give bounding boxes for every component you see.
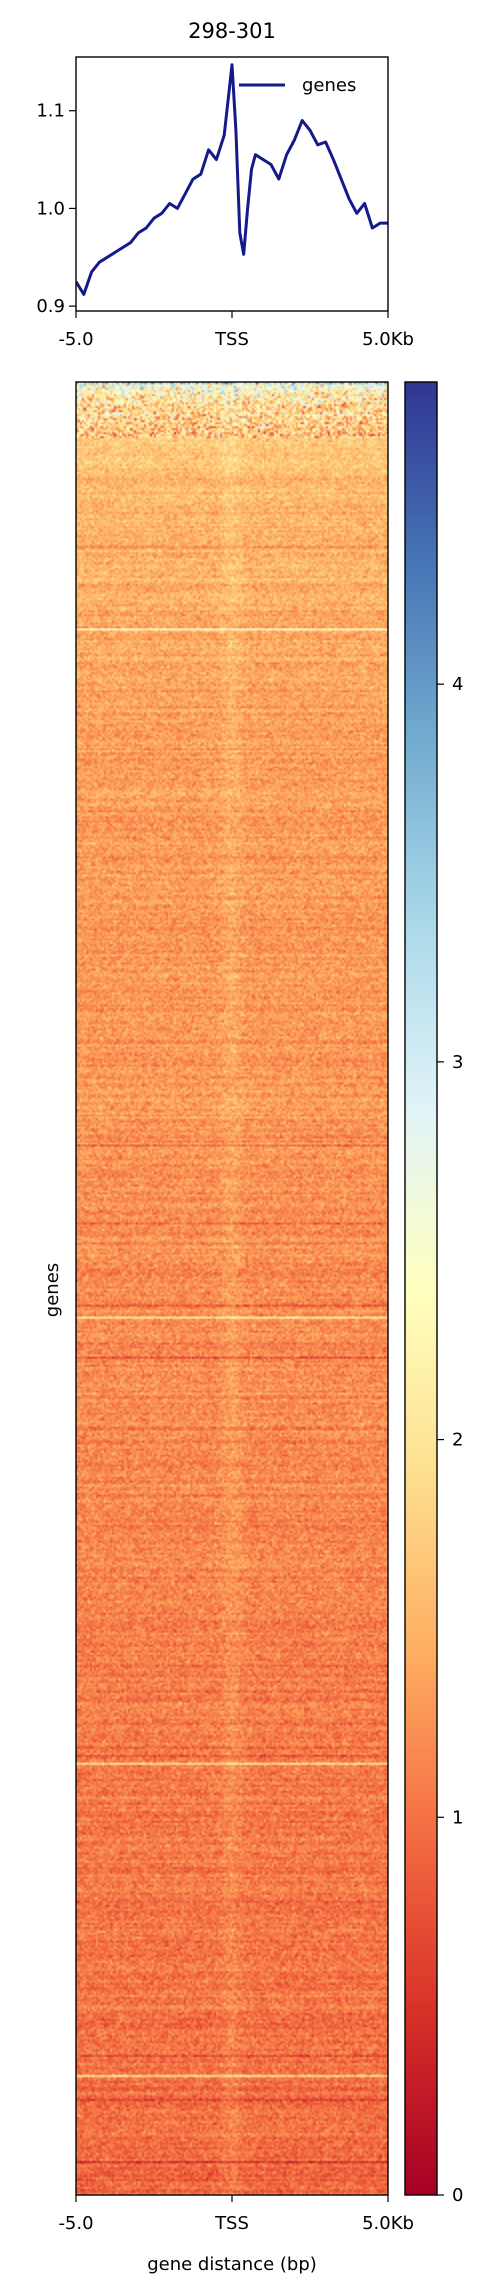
colorbar: 0 1 2 3 4 bbox=[404, 381, 463, 2206]
colorbar-tick-label: 1 bbox=[452, 1807, 463, 1828]
x-tick-label: 5.0Kb bbox=[362, 329, 414, 350]
series-line-genes bbox=[76, 63, 388, 296]
x-tick-label: -5.0 bbox=[58, 329, 93, 350]
colorbar-tick-label: 3 bbox=[452, 1052, 463, 1073]
heatmap-image bbox=[76, 382, 388, 2195]
colorbar-tick-label: 0 bbox=[452, 2185, 463, 2206]
heatmap-y-axis-label: genes bbox=[42, 1263, 63, 1317]
profile-y-axis: 0.9 1.0 1.1 bbox=[36, 101, 76, 317]
profile-frame bbox=[75, 56, 389, 312]
heatmap-plot: -5.0 TSS 5.0Kb gene distance (bp) genes bbox=[42, 381, 414, 2275]
plot-title: 298-301 bbox=[188, 19, 276, 43]
x-tick-label: TSS bbox=[214, 2213, 249, 2234]
x-tick-label: 5.0Kb bbox=[362, 2213, 414, 2234]
colorbar-frame bbox=[404, 381, 438, 2196]
y-tick-label: 1.1 bbox=[36, 101, 65, 122]
legend-label-genes: genes bbox=[302, 75, 356, 96]
y-tick-label: 1.0 bbox=[36, 198, 65, 219]
profile-x-axis: -5.0 TSS 5.0Kb bbox=[58, 311, 414, 350]
colorbar-tick-label: 4 bbox=[452, 674, 463, 695]
legend: genes bbox=[239, 75, 356, 96]
heatmap-x-axis-label: gene distance (bp) bbox=[147, 2254, 317, 2275]
colorbar-tick-label: 2 bbox=[452, 1430, 463, 1451]
colorbar-fill bbox=[405, 382, 437, 2195]
x-tick-label: -5.0 bbox=[58, 2213, 93, 2234]
profile-plot: 298-301 0.9 1.0 1.1 -5.0 TSS 5.0Kb genes bbox=[36, 19, 414, 350]
y-tick-label: 0.9 bbox=[36, 296, 65, 317]
x-tick-label: TSS bbox=[214, 329, 249, 350]
heatmap-x-axis: -5.0 TSS 5.0Kb bbox=[58, 2195, 414, 2234]
colorbar-axis: 0 1 2 3 4 bbox=[437, 674, 463, 2206]
